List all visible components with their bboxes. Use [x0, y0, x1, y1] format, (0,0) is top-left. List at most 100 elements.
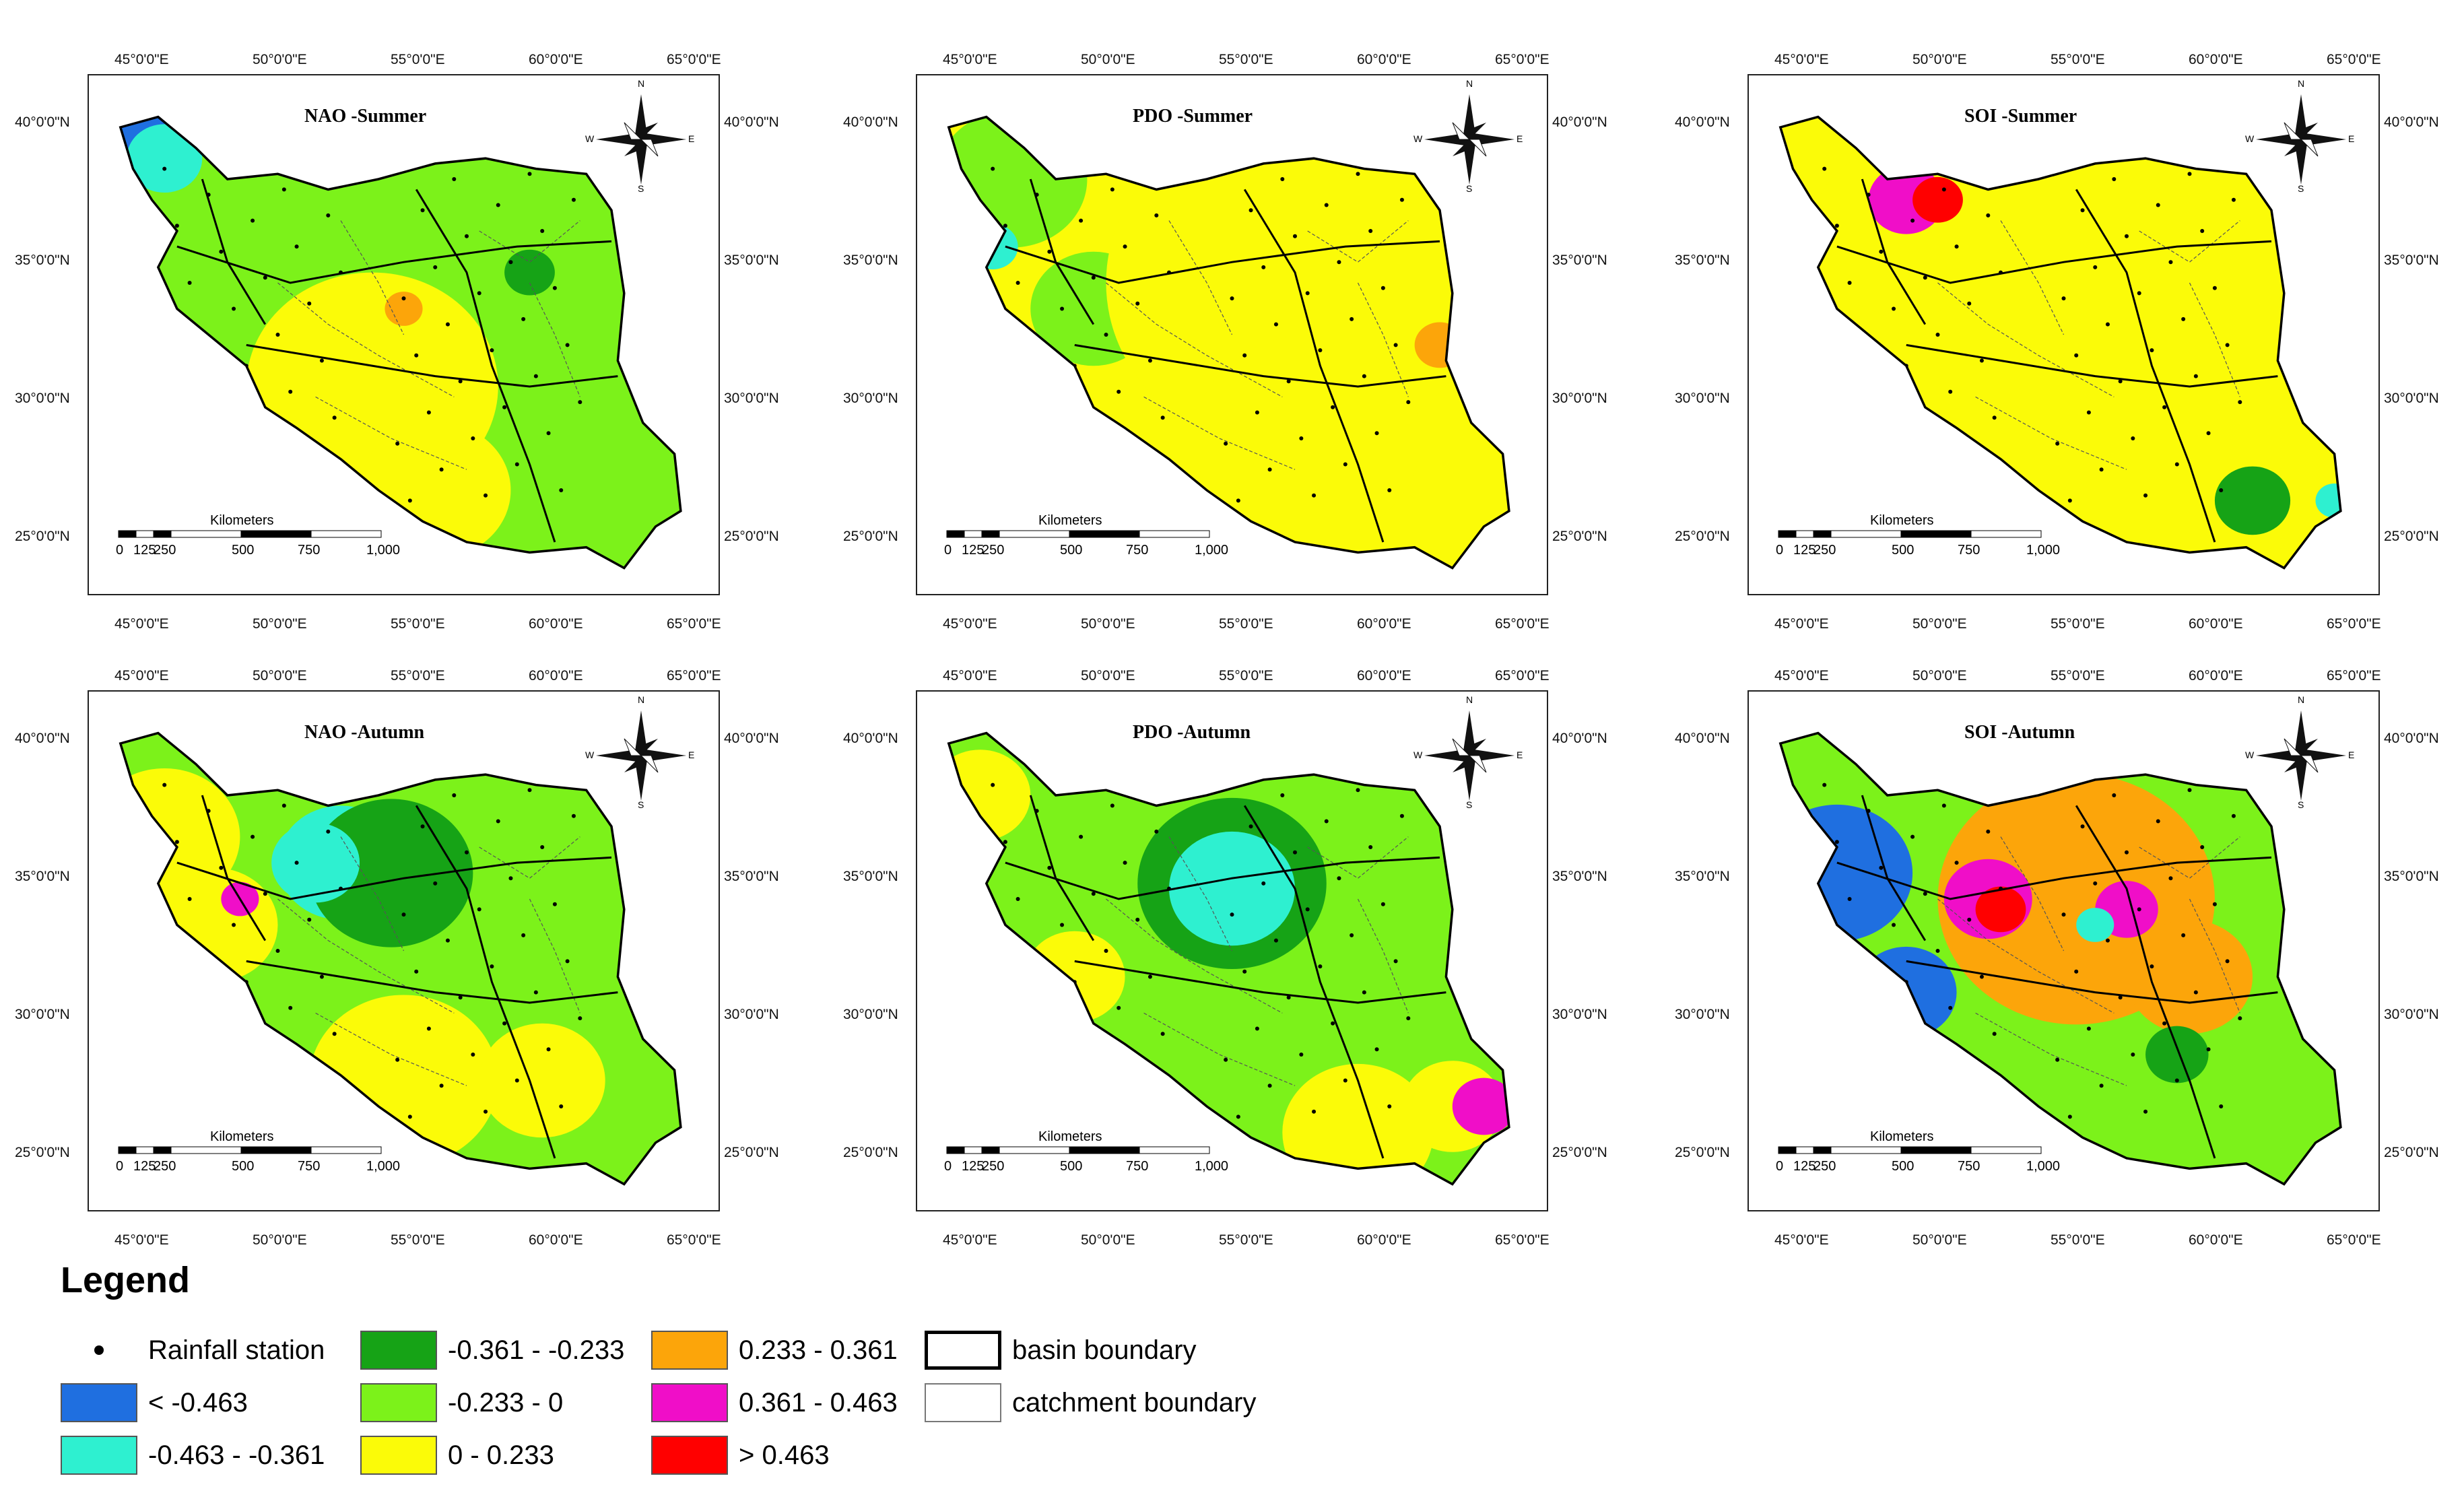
- rainfall-station: [514, 1078, 519, 1083]
- rainfall-station: [2212, 286, 2217, 290]
- rainfall-station: [319, 358, 324, 363]
- rainfall-station: [1910, 218, 1915, 223]
- rainfall-station: [465, 850, 469, 855]
- rainfall-station: [1154, 213, 1159, 218]
- rainfall-station: [1992, 415, 1997, 420]
- lon-tick-label: 55°0'0"E: [391, 52, 445, 67]
- lat-tick-label: 40°0'0"N: [724, 731, 779, 746]
- country-border: [119, 731, 682, 1186]
- scale-label: 125: [1793, 543, 1816, 558]
- rainfall-station: [426, 410, 431, 415]
- correlation-zone: [2214, 466, 2291, 535]
- compass-letter: W: [2245, 750, 2255, 760]
- lon-tick-label: 45°0'0"E: [114, 668, 169, 684]
- lon-tick-label: 60°0'0"E: [2189, 668, 2243, 684]
- lon-tick-label: 65°0'0"E: [2327, 668, 2381, 684]
- legend-label: 0.233 - 0.361: [739, 1335, 898, 1365]
- correlation-zone: [504, 249, 555, 296]
- correlation-zone: [2315, 483, 2341, 518]
- scale-bar: Kilometers 0 125 250 500 750 1,000: [944, 1129, 1228, 1176]
- rainfall-station: [496, 819, 500, 824]
- rainfall-station: [307, 917, 312, 922]
- rainfall-station: [552, 286, 557, 290]
- scale-label: 250: [154, 543, 176, 558]
- rainfall-station: [1368, 229, 1373, 233]
- lat-tick-label: 30°0'0"N: [1552, 391, 1607, 406]
- rainfall-station: [193, 483, 198, 488]
- rainfall-station: [326, 829, 331, 834]
- legend-item-class-3: -0.361 - -0.233: [360, 1330, 624, 1370]
- lon-tick-label: 50°0'0"E: [1912, 52, 1967, 67]
- rainfall-station: [2200, 229, 2205, 233]
- lon-tick-label: 65°0'0"E: [667, 668, 721, 684]
- scale-label: 500: [232, 543, 255, 558]
- legend-swatch: [360, 1436, 437, 1475]
- catchment-boundary: [1975, 1012, 2127, 1086]
- rainfall-station: [1135, 917, 1140, 922]
- lon-tick-label: 60°0'0"E: [2189, 1232, 2243, 1248]
- lon-tick-label: 45°0'0"E: [1774, 1232, 1829, 1248]
- rainfall-station: [2156, 203, 2160, 207]
- rainfall-station: [1129, 1063, 1133, 1067]
- rainfall-station: [200, 337, 205, 342]
- basin-boundary: [1243, 189, 1385, 543]
- legend-swatch: [61, 1436, 137, 1475]
- rainfall-station: [1885, 1068, 1890, 1073]
- rainfall-station: [414, 353, 419, 358]
- rainfall-station: [1299, 1053, 1304, 1057]
- lat-tick-label: 25°0'0"N: [1552, 529, 1607, 544]
- scale-label: 750: [1958, 543, 1980, 558]
- rainfall-station: [521, 317, 526, 321]
- catchment-boundary: [1937, 898, 2115, 1013]
- legend-label: 0 - 0.233: [448, 1440, 554, 1470]
- rainfall-station: [187, 897, 192, 901]
- scale-title: Kilometers: [210, 1129, 274, 1144]
- scale-label: 250: [982, 543, 1005, 558]
- correlation-zone: [948, 750, 1031, 841]
- lon-tick-label: 55°0'0"E: [2051, 52, 2105, 67]
- rainfall-station: [1066, 1125, 1071, 1129]
- north-arrow-icon: N S E W: [584, 78, 698, 197]
- catchment-boundary: [1143, 1012, 1296, 1086]
- rainfall-station: [1079, 218, 1084, 223]
- rainfall-station: [1356, 172, 1360, 176]
- basin-boundary: [1074, 960, 1446, 1004]
- rainfall-station: [2086, 410, 2091, 415]
- rainfall-station: [345, 1088, 349, 1093]
- catchment-boundary: [2189, 898, 2240, 1013]
- rainfall-station: [1362, 990, 1366, 995]
- rainfall-station: [540, 845, 545, 849]
- lat-tick-label: 40°0'0"N: [2384, 114, 2439, 130]
- rainfall-station: [269, 1094, 274, 1098]
- correlation-zone: [1024, 931, 1125, 1023]
- lon-tick-label: 45°0'0"E: [1774, 668, 1829, 684]
- rainfall-station: [281, 803, 286, 808]
- rainfall-station: [1356, 788, 1360, 793]
- rainfall-station: [546, 1047, 551, 1052]
- legend-label: 0.361 - 0.463: [739, 1387, 898, 1418]
- correlation-zone: [2076, 908, 2115, 942]
- rainfall-station: [484, 1109, 488, 1114]
- lon-tick-label: 45°0'0"E: [943, 668, 997, 684]
- rainfall-station: [1047, 865, 1052, 870]
- correlation-zone: [967, 224, 1018, 269]
- compass-letter: W: [1413, 750, 1423, 760]
- rainfall-station: [294, 861, 299, 865]
- scale-label: 250: [982, 1159, 1005, 1174]
- rainfall-station: [1173, 1088, 1178, 1093]
- rainfall-station: [1318, 348, 1323, 353]
- rainfall-station: [2238, 400, 2242, 405]
- compass-letter: S: [1466, 799, 1473, 810]
- catchment-boundary: [1106, 282, 1283, 397]
- legend-item-class-6: 0.233 - 0.361: [651, 1330, 898, 1370]
- rainfall-station: [2200, 845, 2205, 849]
- rainfall-station: [2093, 265, 2098, 269]
- lon-tick-label: 60°0'0"E: [2189, 616, 2243, 632]
- rainfall-station: [1318, 964, 1323, 969]
- rainfall-station: [2125, 850, 2129, 855]
- rainfall-station: [1986, 829, 1991, 834]
- rainfall-station: [458, 379, 463, 384]
- lat-tick-label: 40°0'0"N: [724, 114, 779, 130]
- basin-boundary: [176, 240, 612, 284]
- rainfall-station: [1362, 374, 1366, 378]
